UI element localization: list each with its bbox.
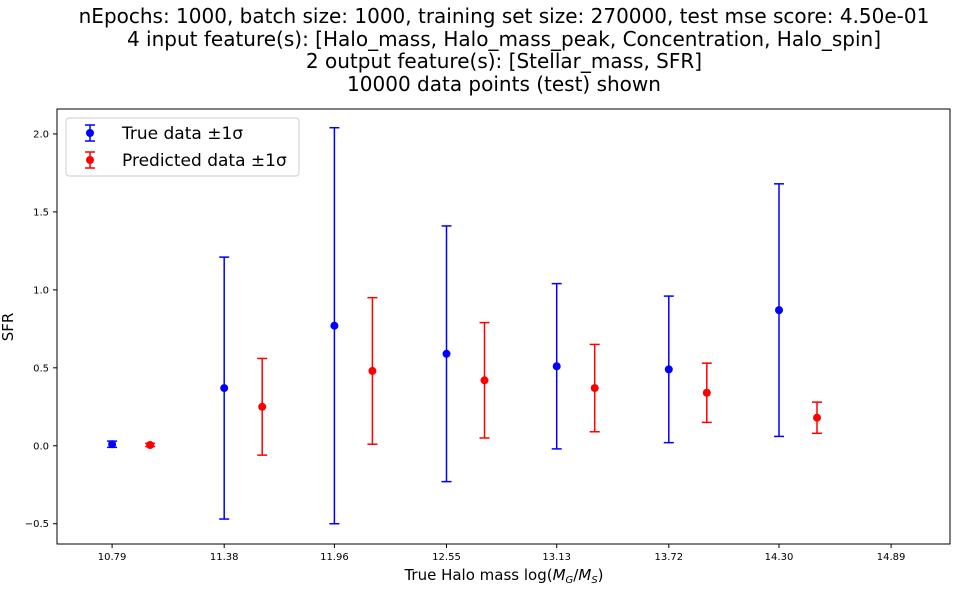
x-axis-label-main: True Halo mass log(: [403, 566, 552, 584]
data-point: [664, 365, 673, 374]
data-point: [146, 440, 155, 449]
data-point: [368, 366, 377, 375]
x-axis-label: True Halo mass log(MG/MS): [403, 566, 603, 586]
chart-title: nEpochs: 1000, batch size: 1000, trainin…: [79, 4, 930, 96]
series-group: [145, 296, 822, 456]
y-tick-label: 1.5: [33, 207, 49, 218]
legend-label: True data ±1σ: [121, 124, 243, 144]
y-tick-label: 1.0: [33, 285, 49, 296]
x-tick-label: 11.38: [210, 552, 239, 563]
x-tick-label: 13.72: [654, 552, 683, 563]
x-tick-label: 11.96: [320, 552, 349, 563]
title-line-4: 10000 data points (test) shown: [347, 72, 661, 96]
x-axis-label-mg-sub: G: [566, 575, 574, 586]
x-tick-label: 14.30: [765, 552, 794, 563]
data-point: [775, 306, 783, 315]
title-line-1: nEpochs: 1000, batch size: 1000, trainin…: [79, 4, 930, 28]
x-tick-label: 12.55: [432, 552, 461, 563]
plot-frame: [56, 108, 951, 545]
data-point: [258, 402, 267, 411]
x-tick-label: 13.13: [542, 552, 571, 563]
data-point: [590, 384, 599, 393]
legend-label: Predicted data ±1σ: [122, 151, 287, 171]
x-tick-label: 14.89: [877, 552, 906, 563]
series-group: [107, 126, 784, 525]
legend: True data ±1σ Predicted data ±1σ: [65, 117, 300, 177]
x-axis-label-ms: M: [578, 566, 591, 584]
plot-marks: [107, 126, 822, 525]
title-line-2: 4 input feature(s): [Halo_mass, Halo_mas…: [127, 27, 881, 51]
x-axis-label-ms-sub: S: [591, 575, 598, 586]
y-tick-label: 2.0: [33, 129, 49, 140]
data-point: [442, 349, 451, 358]
data-point: [480, 376, 489, 385]
data-point: [220, 384, 229, 393]
data-point: [330, 321, 339, 330]
data-point: [813, 413, 821, 422]
title-line-3: 2 output feature(s): [Stellar_mass, SFR]: [306, 49, 702, 73]
legend-box: [65, 117, 300, 177]
data-point: [108, 440, 117, 449]
x-tick-label: 10.79: [98, 552, 127, 563]
axis-ticks: 10.79 11.38 11.96 12.55 13.13 13.72 14.30 14.89…: [25, 129, 906, 563]
legend-marker-dot: [86, 156, 94, 164]
y-axis-label: SFR: [0, 313, 17, 342]
data-point: [702, 388, 711, 397]
x-axis-label-mg: M: [553, 566, 566, 584]
x-axis-label-close: ): [598, 566, 604, 584]
y-tick-label: 0.0: [33, 441, 49, 452]
y-tick-label: 0.5: [33, 363, 49, 374]
data-point: [552, 362, 561, 371]
x-axis-label-slash: /: [573, 566, 579, 584]
y-tick-label: −0.5: [25, 519, 49, 530]
legend-marker-dot: [86, 129, 94, 137]
